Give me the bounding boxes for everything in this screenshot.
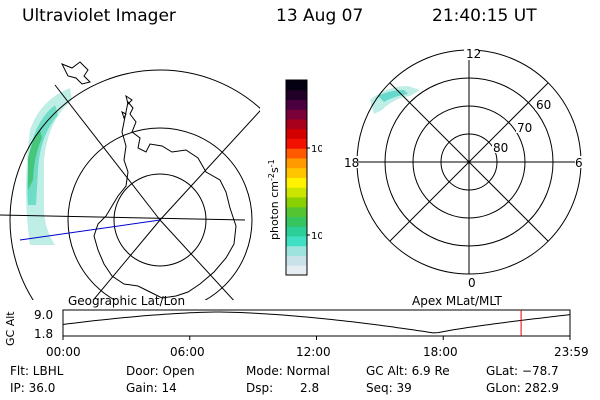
info-dsp-value: 2.8 [300,381,320,395]
meridian-h [0,214,246,221]
colorbar-cell [286,197,307,208]
altitude-xtick-0000: 00:00 [46,345,81,359]
info-dsp-label: Dsp: [246,381,274,395]
altitude-xtick-0600: 06:00 [170,345,205,359]
lat-circle-mid [67,127,253,300]
info-gain: Gain: 14 [126,381,177,395]
mlat-label-70: 70 [517,121,532,135]
terminator-line [19,219,161,241]
colorbar-cell [286,119,307,130]
altitude-ytick-1: 1.8 [34,327,53,341]
geographic-map [0,61,260,300]
magnetic-polar-plot: 12 18 6 0 60 70 80 [342,48,585,290]
info-glon: GLon: 282.9 [486,381,559,395]
colorbar-tick-100: 100 [311,144,322,155]
altitude-ylabel: GC Alt [4,311,17,346]
lat-circle-inner [113,173,207,267]
mlat-label-80: 80 [493,141,508,155]
altitude-curve [62,311,571,334]
colorbar-frame [285,79,308,276]
colorbar-cell [286,206,307,217]
geographic-caption: Geographic Lat/Lon [68,294,186,308]
colorbar-cell [286,177,307,188]
altitude-xtick-2359: 23:59 [554,345,589,359]
colorbar-cell [286,245,307,256]
instrument-title: Ultraviolet Imager [22,6,176,26]
altitude-frame [62,309,571,337]
colorbar-cells [286,80,307,276]
coastline-islands [121,94,133,120]
colorbar-cell [286,216,307,227]
mlt-label-0: 0 [468,276,476,290]
colorbar-cell [286,187,307,198]
colorbar-cell [286,128,307,139]
altitude-xtick-1200: 12:00 [296,345,331,359]
info-flt: Flt: LBHL [10,364,64,378]
colorbar-cell [286,99,307,110]
mlat-label-60: 60 [536,98,551,112]
lat-circle-outer [9,69,260,300]
aurora-core [28,130,42,190]
coastline-south-america [60,61,91,85]
altitude-plot: GC Alt 9.0 1.8 00:00 06:00 12:00 18:00 2… [4,308,589,359]
info-seq: Seq: 39 [366,381,412,395]
colorbar-cell [286,109,307,120]
altitude-xtick-1800: 18:00 [423,345,458,359]
info-ip: IP: 36.0 [10,381,56,395]
colorbar-cell [286,138,307,149]
colorbar-unit-label: photon cm-2s-1 [267,159,281,240]
colorbar-cell [286,167,307,178]
colorbar-tick-10: 10 [311,231,322,242]
colorbar-cell [286,236,307,247]
meridian-ne [159,110,260,221]
mlt-label-6: 6 [575,156,583,170]
colorbar-cell [286,89,307,100]
mlt-label-12: 12 [466,48,481,61]
meridian-nw [54,84,161,221]
colorbar-cell [286,226,307,237]
time-label: 21:40:15 UT [432,6,537,26]
altitude-ytick-9: 9.0 [34,308,53,322]
magnetic-caption: Apex MLat/MLT [412,294,502,308]
colorbar-cell [286,148,307,159]
info-glat: GLat: −78.7 [486,364,559,378]
meridian-sw [92,219,161,300]
meridian-se [159,219,235,300]
info-door: Door: Open [126,364,195,378]
aurora-patch-outer [370,86,420,114]
colorbar-cell [286,255,307,266]
info-mode: Mode: Normal [246,364,330,378]
aurora-mid [27,105,58,205]
mlt-label-18: 18 [344,156,359,170]
colorbar: 100 10 photon cm-2s-1 [267,79,322,276]
info-gc-alt: GC Alt: 6.9 Re [366,364,450,378]
date-label: 13 Aug 07 [276,6,364,26]
colorbar-cell [286,80,307,91]
colorbar-cell [286,158,307,169]
coastline-antarctica [93,100,237,299]
colorbar-cell [286,265,307,276]
